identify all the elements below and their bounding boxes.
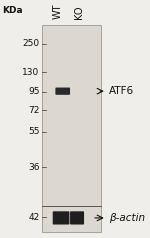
FancyBboxPatch shape [70,211,84,224]
Text: 95: 95 [28,87,39,96]
Text: ATF6: ATF6 [109,86,134,96]
Text: 250: 250 [22,40,39,49]
Text: β-actin: β-actin [109,213,145,223]
Text: 55: 55 [28,127,39,136]
Text: 72: 72 [28,106,39,114]
Text: 42: 42 [28,213,39,222]
FancyBboxPatch shape [42,25,101,232]
Text: WT: WT [53,3,63,19]
Text: KO: KO [74,5,84,19]
Text: 36: 36 [28,163,39,172]
FancyBboxPatch shape [53,211,69,224]
Text: 130: 130 [22,68,39,77]
FancyBboxPatch shape [55,88,70,95]
Text: KDa: KDa [2,6,23,15]
